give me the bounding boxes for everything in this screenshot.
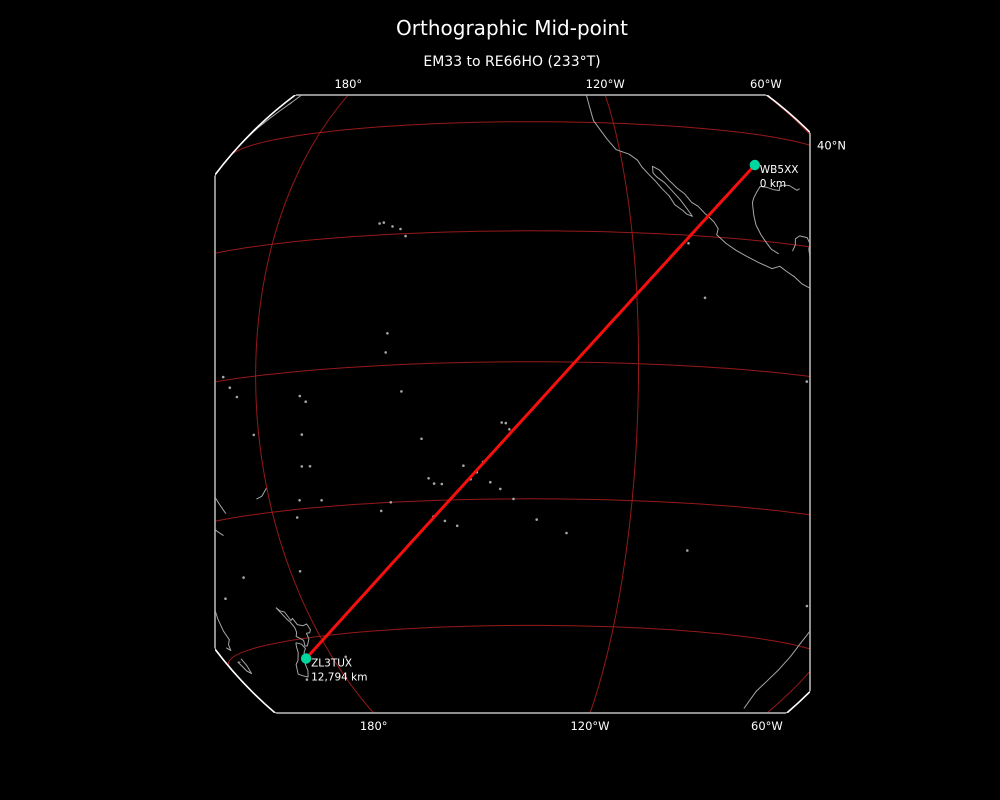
coastline [752, 184, 800, 255]
island-dot [235, 395, 239, 399]
coastline [237, 658, 253, 675]
island-dot [386, 332, 389, 335]
island-dot [204, 322, 207, 325]
station-marker [300, 653, 312, 664]
marker-distance-label: 12,794 km [311, 672, 367, 684]
island-dot [703, 296, 707, 300]
coastline [581, 95, 810, 709]
island-dot [305, 678, 309, 681]
island-dot [378, 222, 381, 225]
axis-labels: WB5XX 0 km ZL3TUX 12,794 km 180° 120°W 60°W 180… [311, 77, 846, 733]
island-dot [805, 380, 809, 383]
coastline [256, 487, 267, 500]
coastline [215, 523, 224, 537]
frame-clip-group [204, 95, 829, 713]
graticule-meridian [532, 95, 640, 713]
plot-title: Orthographic Mid-point [396, 16, 628, 40]
coastline [792, 235, 810, 256]
limb-clip-group [204, 95, 829, 713]
island-dot [384, 351, 388, 354]
island-dot [228, 386, 232, 390]
island-dot [304, 400, 308, 404]
island-dot [320, 499, 323, 502]
island-dot [565, 531, 568, 535]
marker-callsign-label: WB5XX [760, 164, 799, 176]
tick-label-top: 60°W [750, 77, 782, 91]
island-dot [400, 390, 403, 393]
island-dot [504, 421, 508, 425]
coastline [215, 584, 232, 651]
tick-label-top: 120°W [586, 77, 625, 91]
island-dot [300, 465, 304, 468]
island-dot [811, 379, 814, 382]
island-dot [295, 516, 299, 519]
island-dot [391, 225, 394, 228]
tick-label-bottom: 60°W [751, 719, 783, 733]
island-dot [382, 221, 386, 224]
coastline [275, 607, 311, 647]
island-dot [204, 335, 207, 338]
island-dot [224, 597, 227, 600]
graticule-parallel [227, 624, 810, 668]
island-dot [298, 570, 302, 573]
station-marker [749, 159, 760, 171]
graticule-parallel [215, 498, 810, 548]
island-dot [500, 421, 504, 424]
graticule-meridian [255, 95, 527, 713]
island-dot [404, 234, 407, 238]
island-dot [242, 576, 245, 579]
island-dot [443, 519, 447, 523]
island-dot [427, 477, 430, 480]
map-frame-spine [214, 94, 811, 714]
island-dot [389, 501, 393, 504]
island-dot [300, 433, 304, 436]
island-dot [826, 340, 829, 343]
coastline [295, 642, 309, 678]
island-dot [499, 487, 502, 491]
frame-border-group [214, 94, 811, 714]
island-dot [508, 428, 511, 431]
island-dot [535, 518, 538, 521]
graticule-meridian [537, 95, 810, 713]
map-layers [204, 95, 829, 713]
island-dot [440, 482, 444, 486]
coastline [215, 485, 227, 514]
tick-label-right: 40°N [817, 138, 846, 152]
tick-label-bottom: 180° [360, 719, 388, 733]
tick-label-bottom: 120°W [570, 719, 609, 733]
graticule-parallel [215, 230, 810, 276]
graticule-parallel [215, 361, 810, 412]
island-dot [211, 323, 214, 326]
island-dot [686, 549, 689, 552]
island-dot [455, 524, 459, 528]
graticule-parallel [230, 121, 810, 157]
island-dot [399, 227, 402, 231]
island-dot [420, 437, 423, 441]
plot-subtitle: EM33 to RE66HO (233°T) [423, 54, 600, 70]
marker-callsign-label: ZL3TUX [311, 658, 352, 670]
island-dot [379, 509, 383, 513]
island-dot [221, 375, 225, 379]
island-dot [687, 242, 690, 245]
island-dot [252, 433, 256, 437]
island-dot [308, 465, 312, 468]
tick-label-top: 180° [334, 77, 362, 91]
coastline [288, 95, 323, 106]
island-dot [344, 655, 348, 659]
marker-distance-label: 0 km [760, 178, 786, 190]
island-dot [805, 604, 809, 608]
island-dot [512, 497, 515, 501]
island-dot [298, 499, 301, 502]
great-circle-path [304, 163, 757, 660]
map-border [214, 94, 811, 714]
island-dot [432, 482, 436, 485]
island-dot [489, 480, 492, 484]
island-dot [298, 394, 302, 398]
island-dot [462, 464, 465, 468]
